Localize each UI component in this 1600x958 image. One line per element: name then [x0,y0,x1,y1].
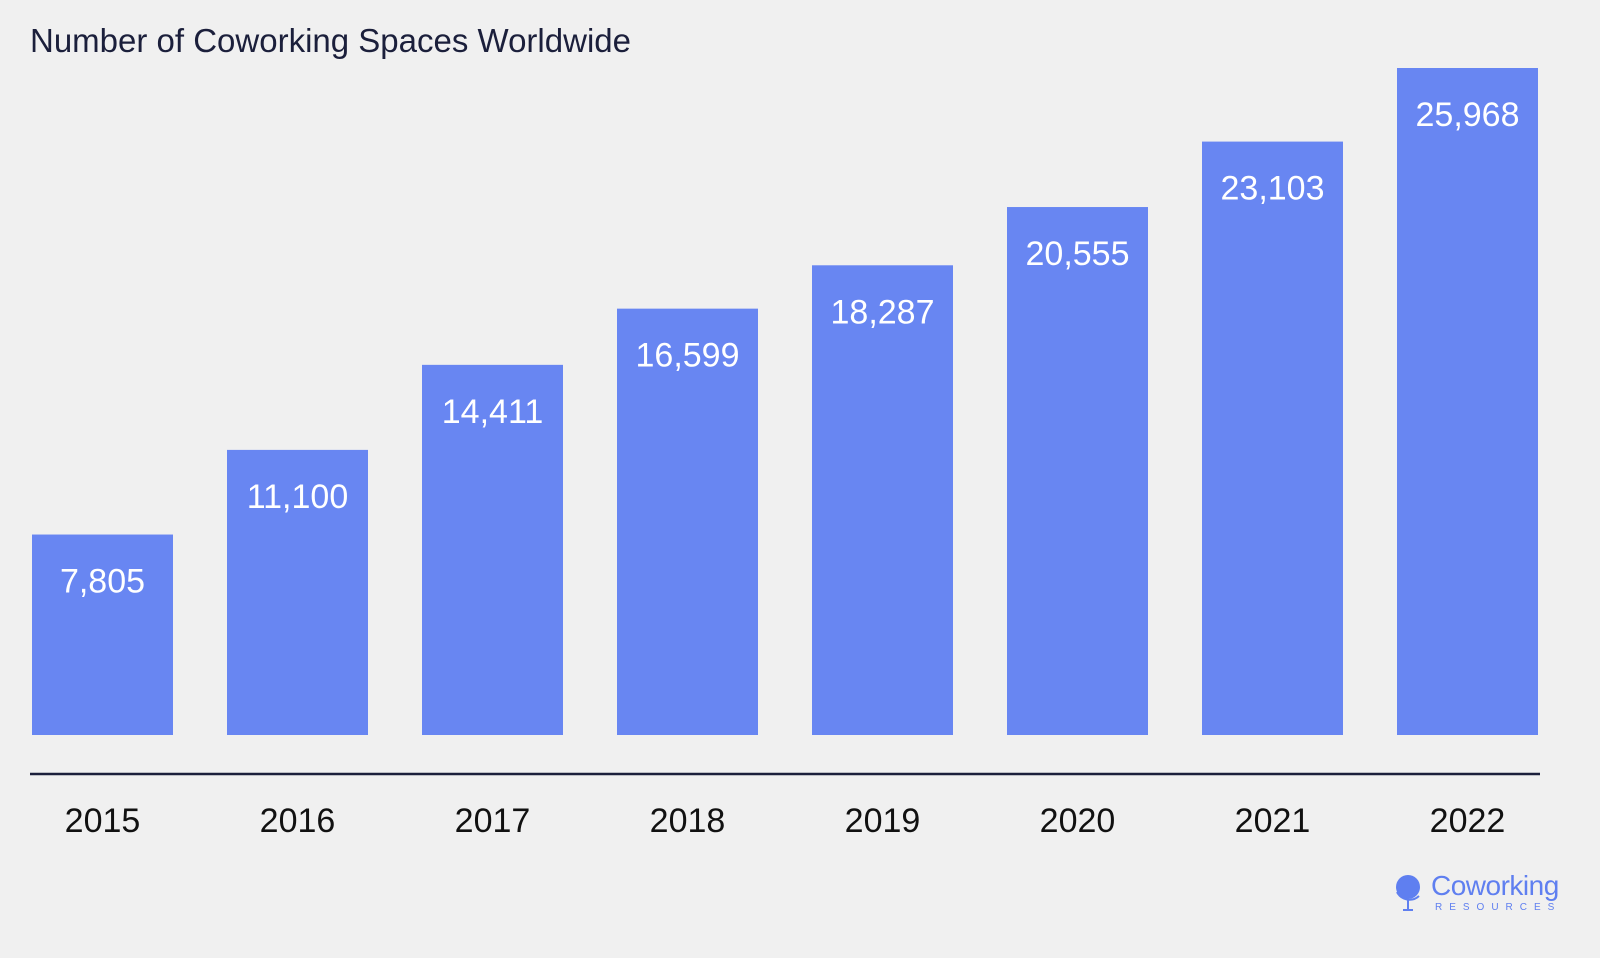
bar-2018 [617,308,758,735]
x-tick-label-2020: 2020 [1040,802,1116,840]
data-label-2015: 7,805 [60,563,145,601]
logo-name: Coworking [1431,870,1559,901]
data-label-2022: 25,968 [1416,96,1520,134]
x-tick-label-2015: 2015 [65,802,141,840]
data-label-2021: 23,103 [1221,170,1325,208]
data-label-2016: 11,100 [247,478,348,516]
x-tick-label-2019: 2019 [845,802,921,840]
logo-tagline: RESOURCES [1435,902,1562,913]
bar-2015 [32,534,173,735]
bar-2021 [1202,141,1343,735]
data-label-2020: 20,555 [1026,235,1130,273]
data-label-2019: 18,287 [831,293,935,331]
bar-2022 [1397,68,1538,735]
brand-logo[interactable]: Coworking RESOURCES [1393,870,1573,922]
bar-2020 [1007,207,1148,735]
x-tick-label-2016: 2016 [260,802,336,840]
bar-2017 [422,364,563,735]
data-label-2017: 14,411 [442,393,543,431]
x-tick-label-2022: 2022 [1430,802,1506,840]
x-tick-label-2017: 2017 [455,802,531,840]
chart-title: Number of Coworking Spaces Worldwide [30,22,631,59]
x-tick-label-2018: 2018 [650,802,726,840]
x-tick-label-2021: 2021 [1235,802,1311,840]
data-label-2018: 16,599 [636,337,740,375]
bar-2019 [812,265,953,735]
bar-2016 [227,449,368,735]
globe-icon [1396,875,1420,911]
